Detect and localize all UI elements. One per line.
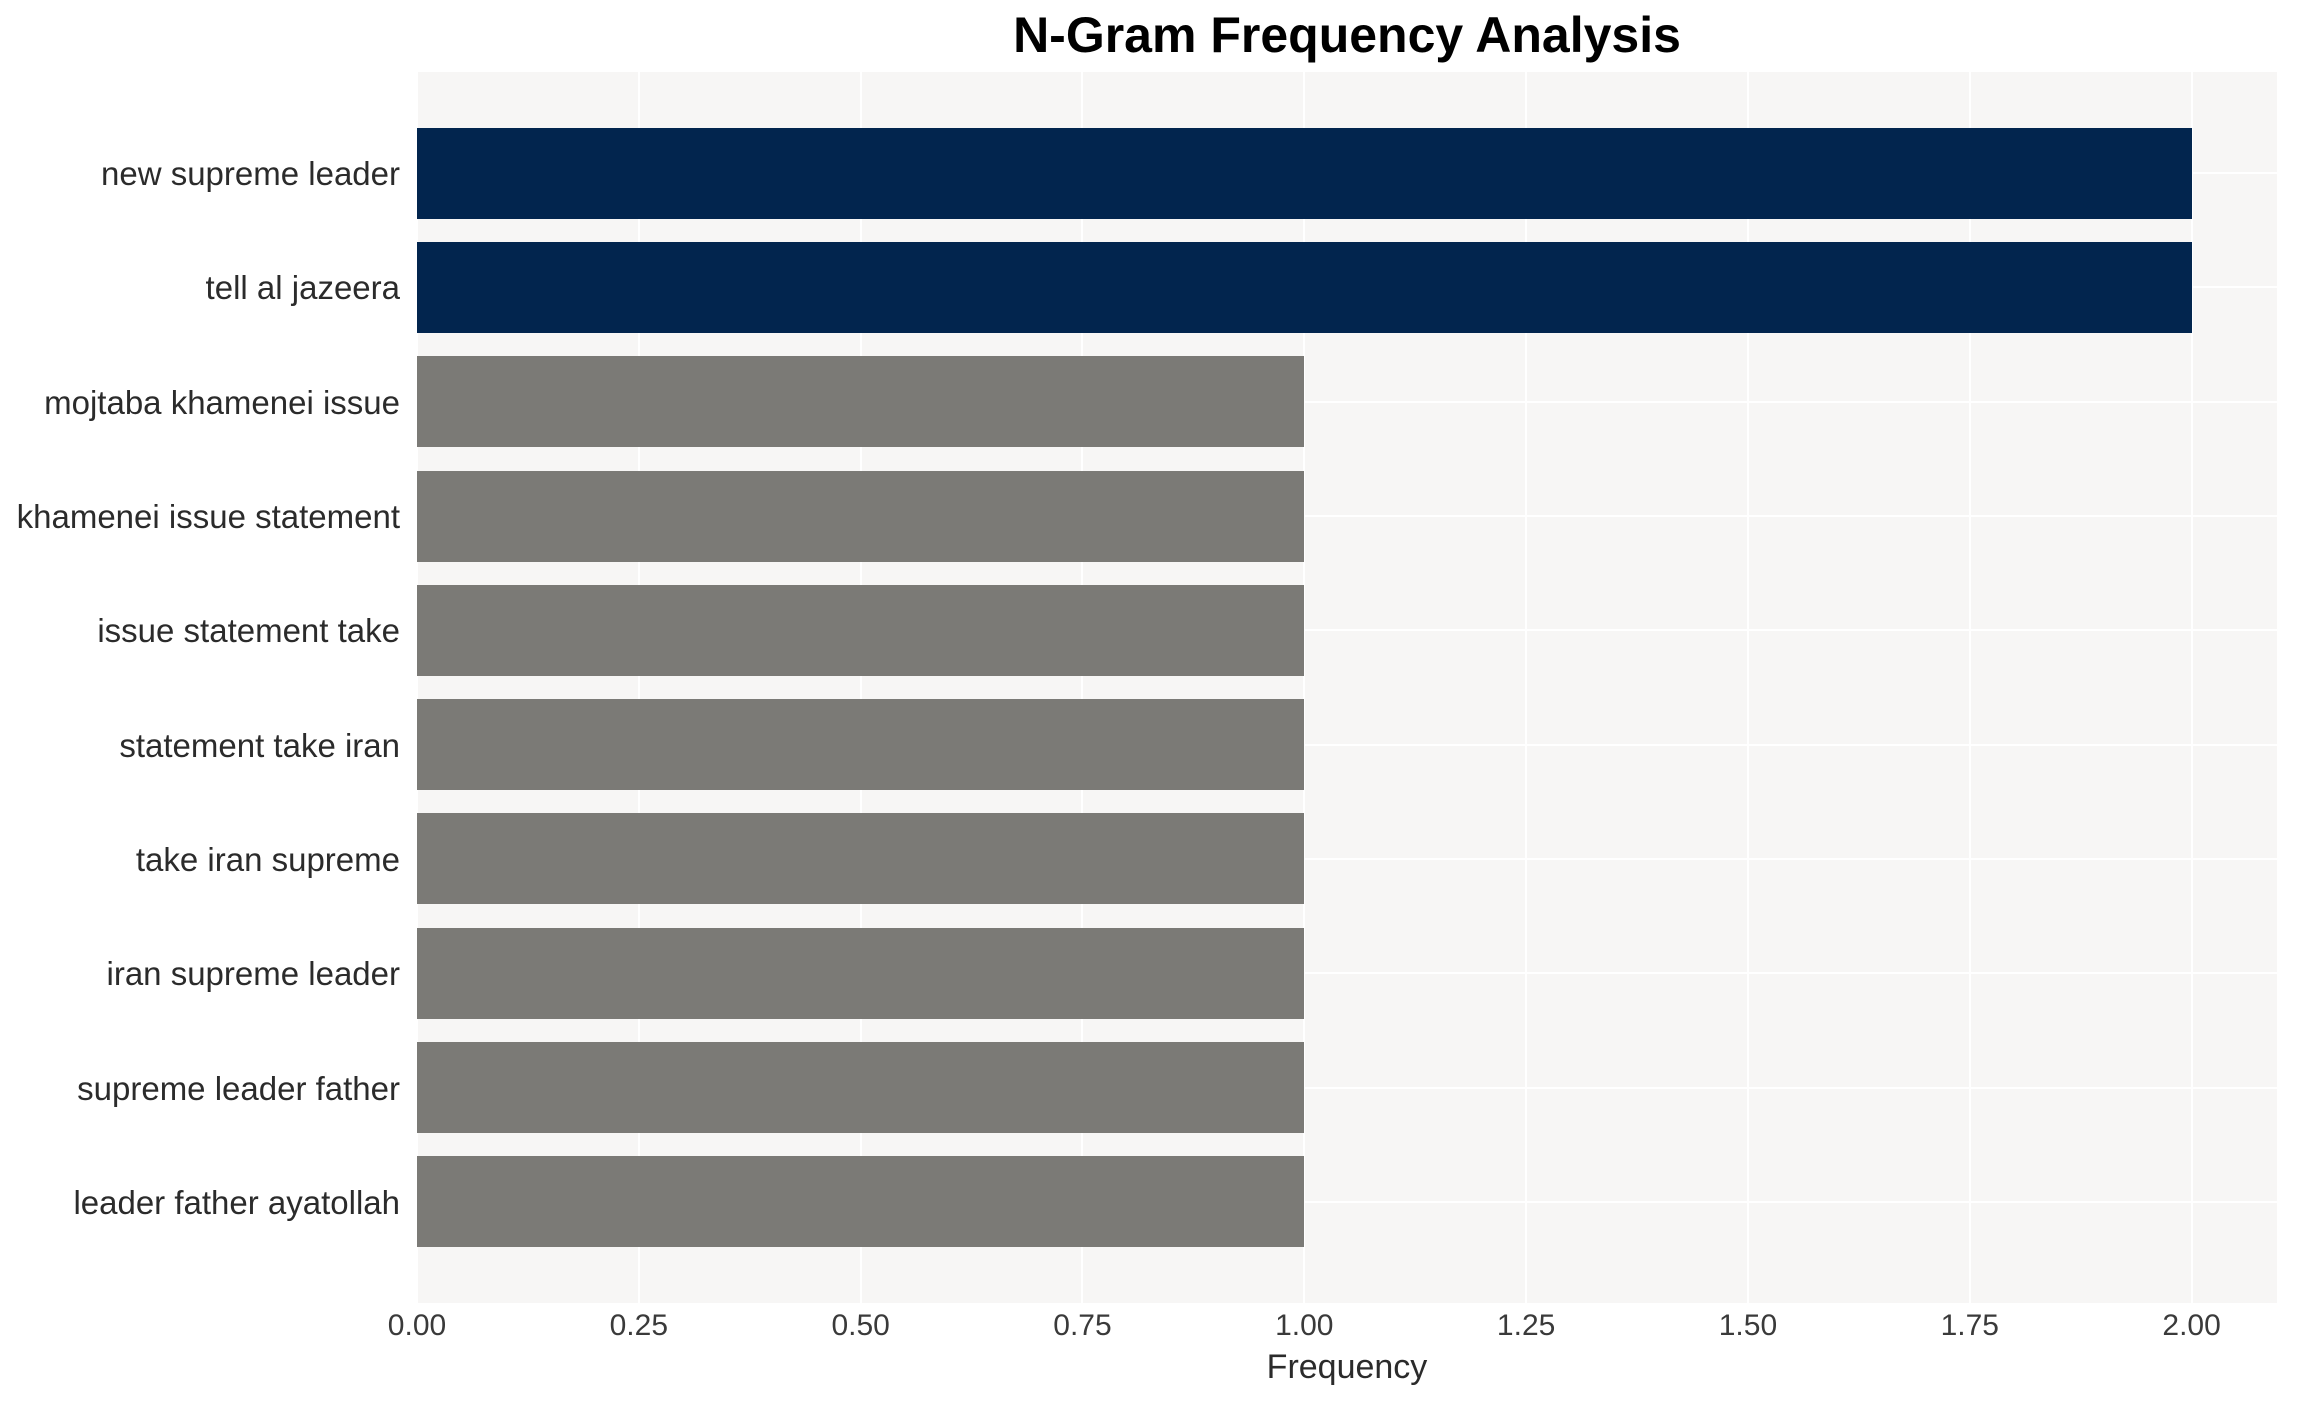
x-gridline	[2190, 72, 2193, 1303]
y-gridline	[417, 515, 2277, 518]
y-axis-label: issue statement take	[97, 612, 400, 650]
y-gridline	[417, 629, 2277, 632]
x-gridline	[859, 72, 862, 1303]
y-gridline	[417, 743, 2277, 746]
y-gridline	[417, 857, 2277, 860]
bar-new-supreme-leader	[417, 127, 2192, 219]
bar-iran-supreme-leader	[417, 927, 1305, 1019]
bar-statement-take-iran	[417, 699, 1305, 791]
y-gridline	[417, 400, 2277, 403]
x-axis-tick-label: 0.75	[1053, 1309, 1112, 1342]
bar-leader-father-ayatollah	[417, 1156, 1305, 1248]
y-axis-label: supreme leader father	[77, 1069, 400, 1107]
x-axis-tick-label: 0.25	[609, 1309, 668, 1342]
bar-issue-statement-take	[417, 584, 1305, 676]
y-axis-label: khamenei issue statement	[16, 498, 400, 536]
y-axis-label: new supreme leader	[101, 155, 400, 193]
bar-tell-al-jazeera	[417, 241, 2192, 333]
x-axis-tick-label: 0.50	[831, 1309, 890, 1342]
x-axis-tick-label: 2.00	[2162, 1309, 2221, 1342]
bar-take-iran-supreme	[417, 813, 1305, 905]
y-axis-label: iran supreme leader	[106, 955, 401, 993]
bar-supreme-leader-father	[417, 1042, 1305, 1134]
y-gridline	[417, 1086, 2277, 1089]
plot-area	[416, 72, 2277, 1303]
x-axis-tick-label: 1.75	[1940, 1309, 1999, 1342]
bar-mojtaba-khamenei-issue	[417, 356, 1305, 448]
y-gridline	[417, 1200, 2277, 1203]
x-gridline	[637, 72, 640, 1303]
y-axis-label: tell al jazeera	[205, 269, 400, 307]
x-axis-tick-label: 1.50	[1718, 1309, 1778, 1342]
x-gridline	[416, 72, 418, 1303]
x-axis-tick-label: 1.25	[1496, 1309, 1556, 1342]
chart-title: N-Gram Frequency Analysis	[1013, 7, 1681, 63]
y-axis-label: mojtaba khamenei issue	[44, 383, 400, 421]
y-axis-label: leader father ayatollah	[73, 1183, 400, 1221]
x-gridline	[1081, 72, 1084, 1303]
y-gridline	[417, 972, 2277, 975]
x-axis-tick-label: 0.00	[387, 1309, 447, 1342]
bar-khamenei-issue-statement	[417, 470, 1305, 562]
x-axis-tick-label: 1.00	[1275, 1309, 1334, 1342]
y-axis-label: statement take iran	[119, 726, 400, 764]
x-axis-title: Frequency	[1266, 1348, 1428, 1386]
x-gridline	[1968, 72, 1971, 1303]
x-gridline	[1746, 72, 1749, 1303]
x-gridline	[1525, 72, 1528, 1303]
y-axis-label: take iran supreme	[135, 840, 400, 878]
x-gridline	[1303, 72, 1306, 1303]
